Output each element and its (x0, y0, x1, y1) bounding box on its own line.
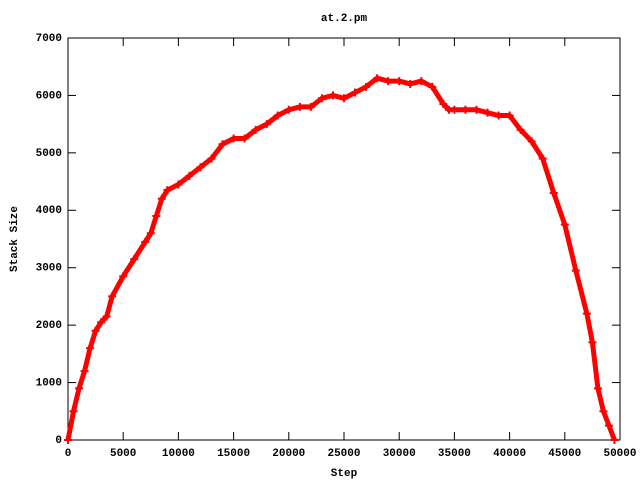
data-point (174, 180, 183, 189)
data-point (516, 125, 525, 134)
data-point (560, 220, 569, 229)
x-tick-label: 30000 (383, 448, 416, 460)
data-point (64, 436, 72, 444)
data-point (505, 111, 514, 120)
data-point (599, 407, 608, 416)
data-point (152, 212, 161, 221)
data-point (91, 326, 100, 335)
data-point (157, 194, 166, 203)
x-tick-label: 35000 (438, 448, 471, 460)
data-line (65, 75, 617, 441)
data-point (196, 163, 205, 172)
data-point (218, 140, 227, 149)
data-point (472, 105, 481, 114)
data-point (406, 79, 415, 88)
data-point (417, 77, 426, 86)
data-point (340, 94, 348, 103)
data-point (69, 407, 78, 416)
data-point (538, 154, 547, 163)
data-point (494, 111, 503, 120)
x-tick-label: 40000 (493, 448, 526, 460)
data-point (251, 125, 260, 134)
data-point (439, 100, 448, 109)
data-point (102, 312, 111, 321)
data-point (163, 186, 172, 195)
y-tick-label: 6000 (36, 90, 62, 102)
data-point (461, 105, 470, 114)
y-tick-label: 4000 (36, 205, 62, 217)
data-point (295, 102, 304, 111)
data-point (571, 266, 580, 275)
data-point (328, 91, 337, 100)
data-point (80, 367, 89, 376)
x-tick-label: 10000 (162, 448, 195, 460)
data-point (593, 384, 602, 393)
x-tick-label: 25000 (327, 448, 360, 460)
y-tick-label: 5000 (36, 148, 62, 160)
data-point (527, 137, 536, 146)
data-point (395, 77, 404, 86)
y-tick-label: 1000 (36, 377, 62, 389)
data-point (185, 171, 194, 180)
data-point (588, 338, 597, 347)
x-tick-label: 20000 (272, 448, 305, 460)
data-point (86, 344, 95, 353)
data-point (610, 436, 619, 444)
data-point (549, 189, 558, 198)
data-point (351, 88, 360, 97)
data-point (582, 309, 591, 318)
data-point (75, 384, 84, 393)
y-tick-label: 2000 (36, 320, 62, 332)
data-point (273, 111, 282, 120)
data-point (108, 292, 117, 301)
data-point (428, 82, 437, 91)
y-tick-label: 7000 (36, 33, 62, 45)
chart-title: at.2.pm (321, 13, 368, 25)
data-point (229, 134, 238, 143)
data-point (130, 255, 139, 264)
data-point (306, 102, 315, 111)
x-tick-label: 50000 (603, 448, 636, 460)
data-point (384, 77, 393, 86)
data-point (284, 105, 293, 114)
x-tick-label: 0 (65, 448, 72, 460)
data-point (141, 237, 150, 246)
x-tick-label: 45000 (548, 448, 581, 460)
y-tick-label: 3000 (36, 263, 62, 275)
x-tick-label: 5000 (110, 448, 136, 460)
y-tick-label: 0 (55, 435, 62, 447)
data-point (119, 272, 128, 281)
data-point (362, 82, 371, 91)
data-point (97, 318, 106, 327)
data-point (262, 120, 271, 129)
x-axis-label: Step (331, 468, 358, 480)
data-point (604, 421, 613, 430)
data-point (373, 74, 382, 83)
data-point (240, 134, 249, 143)
data-point (146, 229, 155, 238)
y-axis-label: Stack Size (9, 206, 21, 272)
x-tick-label: 15000 (217, 448, 250, 460)
data-point (207, 154, 216, 163)
data-point (317, 94, 326, 103)
data-point (450, 105, 459, 114)
data-point (483, 108, 492, 117)
